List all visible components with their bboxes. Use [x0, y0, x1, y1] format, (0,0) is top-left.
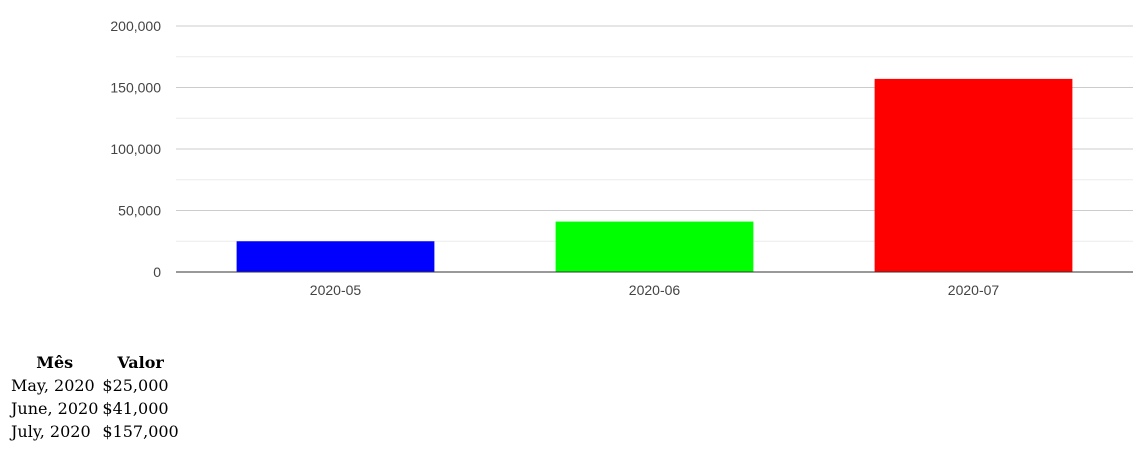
x-tick-label: 2020-06: [629, 282, 681, 298]
table-cell-month: July, 2020: [11, 422, 91, 441]
bar-2020-05: [236, 241, 435, 272]
y-tick-label: 150,000: [110, 80, 161, 96]
y-tick-label: 50,000: [118, 203, 161, 219]
x-tick-label: 2020-05: [310, 282, 362, 298]
table-cell-month: May, 2020: [11, 376, 95, 395]
bars: [236, 78, 1073, 272]
table-row: July, 2020 $157,000: [10, 421, 180, 442]
table-cell-value: $25,000: [102, 376, 169, 395]
table-header-row: Mês Valor: [10, 352, 180, 373]
y-tick-label: 200,000: [110, 18, 161, 34]
column-header-month: Mês: [36, 353, 74, 372]
bar-2020-06: [555, 221, 754, 272]
table-cell-value: $41,000: [102, 399, 169, 418]
table-cell-value: $157,000: [102, 422, 179, 441]
y-axis-tick-labels: 0 50,000 100,000 150,000 200,000: [110, 18, 161, 280]
gridlines: [176, 25, 1133, 242]
table-cell-month: June, 2020: [11, 399, 99, 418]
x-tick-label: 2020-07: [948, 282, 1000, 298]
bar-2020-07: [874, 78, 1073, 272]
x-axis-tick-labels: 2020-05 2020-06 2020-07: [310, 282, 1000, 298]
data-table: Mês Valor May, 2020 $25,000 June, 2020 $…: [8, 350, 182, 444]
table-row: June, 2020 $41,000: [10, 398, 180, 419]
y-tick-label: 100,000: [110, 141, 161, 157]
table-row: May, 2020 $25,000: [10, 375, 180, 396]
column-header-value: Valor: [117, 353, 164, 372]
y-tick-label: 0: [153, 264, 161, 280]
